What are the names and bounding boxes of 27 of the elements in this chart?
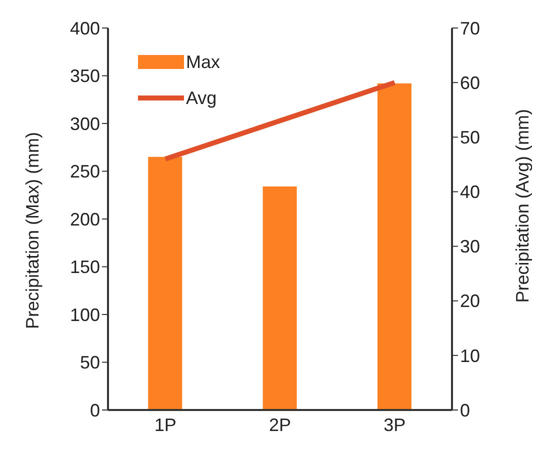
legend-label: Avg [186,88,217,108]
y-tick-label: 300 [70,114,100,134]
x-tick-label: 3P [384,414,406,435]
y-axis-title: Precipitation (Max) (mm) [22,132,42,329]
y2-tick-label: 20 [460,291,480,312]
bar [377,83,412,410]
y2-tick-label: 40 [460,182,480,202]
y2-tick-label: 60 [460,72,480,93]
x-tick-label: 2P [268,414,292,435]
y-tick-label: 150 [70,257,100,278]
legend-label: Max [186,52,220,72]
y-tick-label: 350 [70,66,100,86]
y-tick-label: 0 [90,400,100,420]
bar [148,156,182,410]
y-tick-label: 200 [70,209,100,230]
x-tick-label: 1P [154,414,176,435]
y2-tick-label: 0 [460,400,470,420]
y2-axis-title: Precipitation (Avg) (mm) [512,109,532,303]
y2-tick-label: 70 [460,18,480,38]
y-tick-label: 400 [70,18,100,38]
bar [262,186,297,410]
y2-tick-label: 30 [460,236,480,257]
y2-tick-label: 10 [460,346,480,366]
y-tick-label: 100 [70,304,100,325]
y-tick-label: 50 [80,352,100,373]
y2-tick-label: 50 [460,128,480,148]
y-tick-label: 250 [70,162,100,182]
